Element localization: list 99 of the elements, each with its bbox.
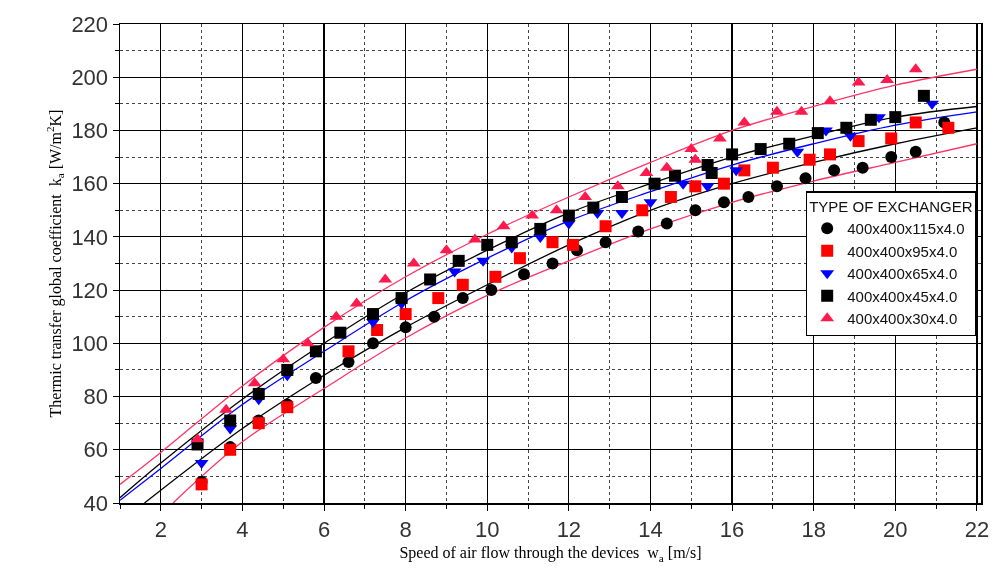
point [615, 190, 628, 203]
x-tick-label: 8 [399, 516, 412, 542]
point [799, 172, 812, 185]
point [664, 190, 677, 203]
point [599, 236, 612, 249]
point [399, 308, 412, 321]
point [770, 105, 784, 115]
point [334, 326, 347, 339]
point [766, 161, 779, 174]
point [281, 363, 294, 376]
point [889, 111, 902, 124]
point [909, 116, 922, 129]
point [367, 337, 379, 350]
x-axis-title: Speed of air flow through the devices w$_{a}$ [m/s] [399, 544, 702, 564]
point [636, 204, 649, 217]
point [587, 201, 600, 214]
y-tick-label: 160 [71, 171, 109, 197]
x-tick-label: 2 [154, 516, 167, 542]
point [424, 273, 437, 286]
y-tick-label: 40 [83, 490, 109, 516]
point [864, 113, 877, 126]
point [546, 257, 559, 270]
point [660, 217, 673, 230]
point [632, 225, 645, 238]
point [824, 148, 837, 161]
point [566, 238, 579, 251]
legend-label: 400x400x45x4.0 [847, 287, 958, 305]
x-tick-label: 10 [475, 516, 500, 542]
y-tick-label: 120 [71, 277, 109, 303]
x-tick-label: 12 [556, 516, 582, 542]
legend-label: 400x400x95x4.0 [847, 242, 958, 260]
y-tick-label: 80 [83, 384, 109, 410]
x-tick-label: 6 [317, 516, 331, 542]
point [546, 236, 559, 249]
point [371, 324, 384, 337]
point [885, 132, 898, 145]
x-tick-label: 20 [883, 516, 908, 542]
point [309, 345, 322, 358]
point [648, 177, 661, 190]
x-tick-label: 14 [638, 516, 663, 542]
x-tick-label: 22 [964, 516, 990, 542]
point [726, 148, 739, 161]
point [668, 169, 681, 182]
y-tick-label: 60 [83, 437, 109, 463]
point [452, 254, 465, 267]
point [481, 238, 494, 251]
legend-label: 400x400x65x4.0 [847, 265, 958, 283]
point [717, 177, 730, 190]
y-tick-label: 100 [71, 331, 109, 357]
point [885, 151, 898, 164]
point [942, 121, 955, 134]
y-tick-label: 220 [71, 11, 109, 37]
point [803, 153, 816, 166]
point [367, 308, 379, 321]
point [783, 137, 796, 150]
point [689, 180, 702, 193]
y-tick-label: 140 [71, 224, 109, 250]
point [562, 209, 575, 222]
y-tick-label: 200 [71, 64, 109, 90]
point [485, 284, 498, 297]
point [705, 167, 718, 180]
point [224, 414, 237, 427]
point [468, 233, 482, 243]
point [517, 268, 530, 281]
point [852, 135, 865, 148]
point [754, 143, 767, 156]
point [309, 371, 322, 384]
point [252, 387, 265, 400]
point [828, 164, 841, 177]
point [456, 278, 469, 291]
point [342, 345, 355, 358]
point [811, 127, 824, 140]
point [489, 270, 502, 283]
point [395, 292, 408, 305]
point [399, 321, 412, 334]
point [823, 95, 837, 105]
point [456, 292, 469, 305]
point [534, 222, 547, 235]
legend-label: 400x400x115x4.0 [847, 220, 965, 238]
point [717, 196, 730, 209]
x-tick-label: 18 [801, 516, 826, 542]
point [428, 310, 441, 323]
y-tick-label: 180 [71, 118, 109, 144]
legend-title: TYPE OF EXCHANGER [809, 198, 973, 215]
legend-label: 400x400x30x4.0 [847, 310, 958, 328]
point [505, 236, 518, 249]
point [689, 204, 702, 217]
point [925, 100, 939, 110]
point [432, 292, 445, 305]
point [599, 220, 612, 233]
point [770, 180, 783, 193]
x-tick-label: 16 [719, 516, 745, 542]
point [909, 145, 922, 158]
point [856, 161, 869, 174]
point [742, 190, 755, 203]
point [917, 89, 930, 102]
point [513, 252, 526, 265]
x-tick-label: 4 [236, 516, 249, 542]
point [840, 121, 853, 134]
